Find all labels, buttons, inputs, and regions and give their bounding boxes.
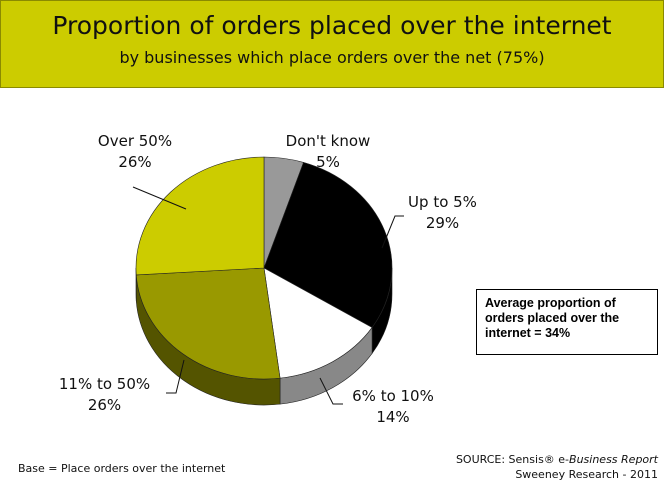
slice-name-6-to-10: 6% to 10%	[352, 387, 434, 405]
callout-line-1: Average proportion of	[485, 296, 616, 310]
slice-name-up-to-5: Up to 5%	[408, 193, 477, 211]
pie-slice-over-50	[135, 156, 265, 276]
base-note: Base = Place orders over the internet	[18, 462, 226, 475]
callout-line-2: orders placed over the	[485, 311, 620, 325]
chart-title: Proportion of orders placed over the int…	[52, 11, 612, 40]
slice-name-over-50: Over 50%	[97, 132, 173, 150]
pie-slice-11-to-50	[135, 267, 281, 380]
slice-label-6-to-10: 6% to 10% 14%	[338, 386, 448, 428]
slice-name-11-to-50: 11% to 50%	[58, 375, 151, 393]
slice-label-over-50: Over 50% 26%	[80, 131, 190, 173]
leader-line-up-to-5	[381, 215, 404, 249]
callout-line-3: internet = 34%	[485, 326, 571, 340]
slice-value-11-to-50: 26%	[87, 396, 122, 414]
leader-line-over-50	[132, 186, 187, 210]
source-prefix: SOURCE: Sensis® e-	[455, 453, 570, 466]
leader-line-11-to-50	[166, 359, 185, 394]
chart-header: Proportion of orders placed over the int…	[0, 0, 664, 88]
source-note: SOURCE: Sensis® e-Business Report Sweene…	[456, 452, 658, 482]
slice-label-dont-know: Don't know 5%	[268, 131, 388, 173]
chart-subtitle: by businesses which place orders over th…	[119, 48, 545, 67]
source-line-2: Sweeney Research - 2011	[515, 468, 658, 481]
source-line-1: SOURCE: Sensis® e-Business Report	[456, 452, 658, 467]
slice-label-11-to-50: 11% to 50% 26%	[42, 374, 167, 416]
source-report-title: Business Report	[569, 453, 658, 466]
slice-label-up-to-5: Up to 5% 29%	[395, 192, 490, 234]
slice-value-over-50: 26%	[118, 153, 152, 171]
average-callout-box: Average proportion of orders placed over…	[476, 289, 658, 355]
slice-value-up-to-5: 29%	[425, 214, 460, 232]
slice-value-6-to-10: 14%	[376, 408, 410, 426]
pie-slice-6-to-10	[263, 267, 373, 379]
leader-line-6-to-10	[319, 377, 343, 405]
slice-name-dont-know: Don't know	[285, 132, 371, 150]
pie-slice-up-to-5	[263, 162, 393, 328]
slice-value-dont-know: 5%	[316, 153, 340, 171]
